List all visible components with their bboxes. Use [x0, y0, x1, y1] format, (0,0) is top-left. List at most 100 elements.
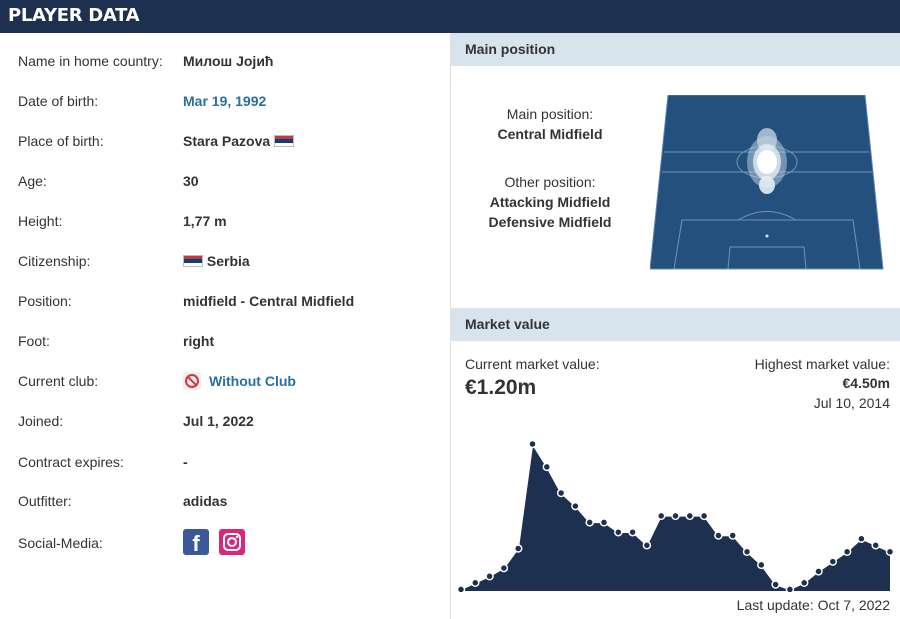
fact-label: Date of birth: [18, 93, 99, 109]
fact-label: Outfitter: [18, 493, 72, 509]
place-of-birth-text: Stara Pazova [183, 133, 271, 149]
chart-point [499, 563, 509, 573]
main-position-header: Main position [451, 33, 900, 66]
highest-market-value-date: Jul 10, 2014 [813, 395, 890, 411]
fact-value: Jul 1, 2022 [183, 413, 254, 429]
fact-row: Citizenship: Serbia [18, 249, 448, 273]
fact-label: Social-Media: [18, 535, 103, 551]
page-title: PLAYER DATA [8, 5, 140, 26]
fact-row: Date of birth: Mar 19, 1992 [18, 89, 448, 113]
chart-point [871, 541, 880, 550]
fact-label: Name in home country: [18, 53, 163, 69]
chart-point [699, 511, 709, 521]
fact-row: Place of birth: Stara Pazova [18, 129, 448, 153]
other-position-value: Defensive Midfield [488, 214, 612, 230]
column-divider [450, 33, 451, 619]
fact-label: Foot: [18, 333, 50, 349]
chart-point [742, 547, 752, 557]
chart-point [656, 511, 666, 521]
other-position-text: Other position: Attacking Midfield Defen… [465, 172, 635, 232]
fact-value: Милош Јојић [183, 53, 274, 69]
fact-row: Name in home country: Милош Јојић [18, 49, 448, 73]
pitch-diagram [650, 95, 884, 270]
fact-label: Current club: [18, 373, 99, 389]
chart-point [542, 462, 552, 472]
current-club-link[interactable]: Without Club [183, 369, 296, 393]
header-bar: PLAYER DATA [0, 0, 900, 33]
position-marker [759, 176, 775, 194]
market-value-header: Market value [451, 308, 900, 341]
main-position-marker [757, 150, 777, 174]
flag-icon [274, 135, 295, 147]
market-value-chart[interactable] [451, 420, 900, 595]
main-position-text: Main position: Central Midfield [465, 104, 635, 144]
fact-value: 30 [183, 173, 199, 189]
highest-market-value-label: Highest market value: [754, 356, 890, 372]
no-club-icon [183, 372, 201, 390]
fact-label: Citizenship: [18, 253, 91, 269]
chart-point [814, 567, 823, 576]
social-links: f [183, 529, 255, 556]
chart-point [799, 578, 809, 588]
fact-value: Stara Pazova [183, 129, 295, 153]
chart-point [785, 585, 795, 594]
chart-point [456, 585, 466, 594]
main-position-title: Main position [465, 41, 556, 57]
fact-row: Age: 30 [18, 169, 448, 193]
instagram-icon[interactable] [219, 529, 245, 556]
highest-market-value: €4.50m [842, 375, 890, 391]
fact-row: Position: midfield - Central Midfield [18, 289, 448, 313]
facebook-icon[interactable]: f [183, 529, 209, 556]
chart-point [771, 580, 780, 589]
fact-row: Current club: Without Club [18, 369, 448, 393]
chart-point [757, 560, 766, 570]
fact-label: Contract expires: [18, 454, 124, 470]
chart-point [642, 541, 652, 550]
fact-row: Contract expires: - [18, 450, 448, 474]
fact-label: Age: [18, 173, 47, 189]
fact-value: Serbia [183, 249, 250, 273]
fact-label: Place of birth: [18, 133, 104, 149]
main-position-label: Main position: [506, 106, 594, 122]
chart-point [728, 531, 737, 540]
chart-point [485, 572, 494, 581]
fact-value: 1,77 m [183, 213, 227, 229]
fact-row: Outfitter: adidas [18, 489, 448, 513]
last-update: Last update: Oct 7, 2022 [736, 597, 890, 613]
chart-point [528, 439, 537, 449]
fact-row: Joined: Jul 1, 2022 [18, 409, 448, 433]
chart-point [471, 578, 480, 588]
chart-point [571, 501, 580, 511]
chart-point [671, 511, 680, 521]
chart-point [714, 531, 723, 540]
main-position-value: Central Midfield [497, 126, 603, 142]
date-of-birth-link[interactable]: Mar 19, 1992 [183, 93, 267, 109]
chart-point [857, 534, 866, 543]
market-value-title: Market value [465, 316, 550, 332]
current-market-value-label: Current market value: [465, 356, 600, 372]
chart-point [614, 527, 623, 537]
fact-row: Social-Media: f [18, 529, 448, 556]
chart-point [828, 557, 838, 566]
chart-point [885, 547, 895, 557]
fact-row: Height: 1,77 m [18, 209, 448, 233]
chart-point [685, 511, 695, 521]
chart-point [599, 518, 609, 527]
fact-label: Height: [18, 213, 63, 229]
fact-row: Foot: right [18, 329, 448, 353]
citizenship-text: Serbia [206, 253, 250, 269]
chart-point [513, 544, 523, 553]
chart-point [628, 527, 637, 537]
fact-value: right [183, 333, 215, 349]
current-club-text[interactable]: Without Club [209, 373, 296, 389]
fact-label: Position: [18, 293, 72, 309]
other-position-label: Other position: [504, 174, 596, 190]
chart-point [556, 488, 566, 498]
fact-label: Joined: [18, 413, 64, 429]
other-position-value: Attacking Midfield [489, 194, 611, 210]
current-market-value: €1.20m [465, 376, 537, 399]
fact-value: - [183, 454, 188, 470]
fact-value: midfield - Central Midfield [183, 293, 355, 309]
fact-value: adidas [183, 493, 228, 509]
chart-point [585, 518, 594, 527]
